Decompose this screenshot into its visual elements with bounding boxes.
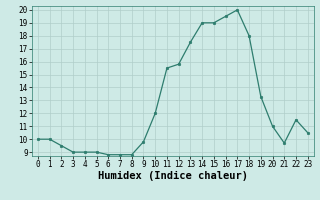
X-axis label: Humidex (Indice chaleur): Humidex (Indice chaleur) — [98, 171, 248, 181]
